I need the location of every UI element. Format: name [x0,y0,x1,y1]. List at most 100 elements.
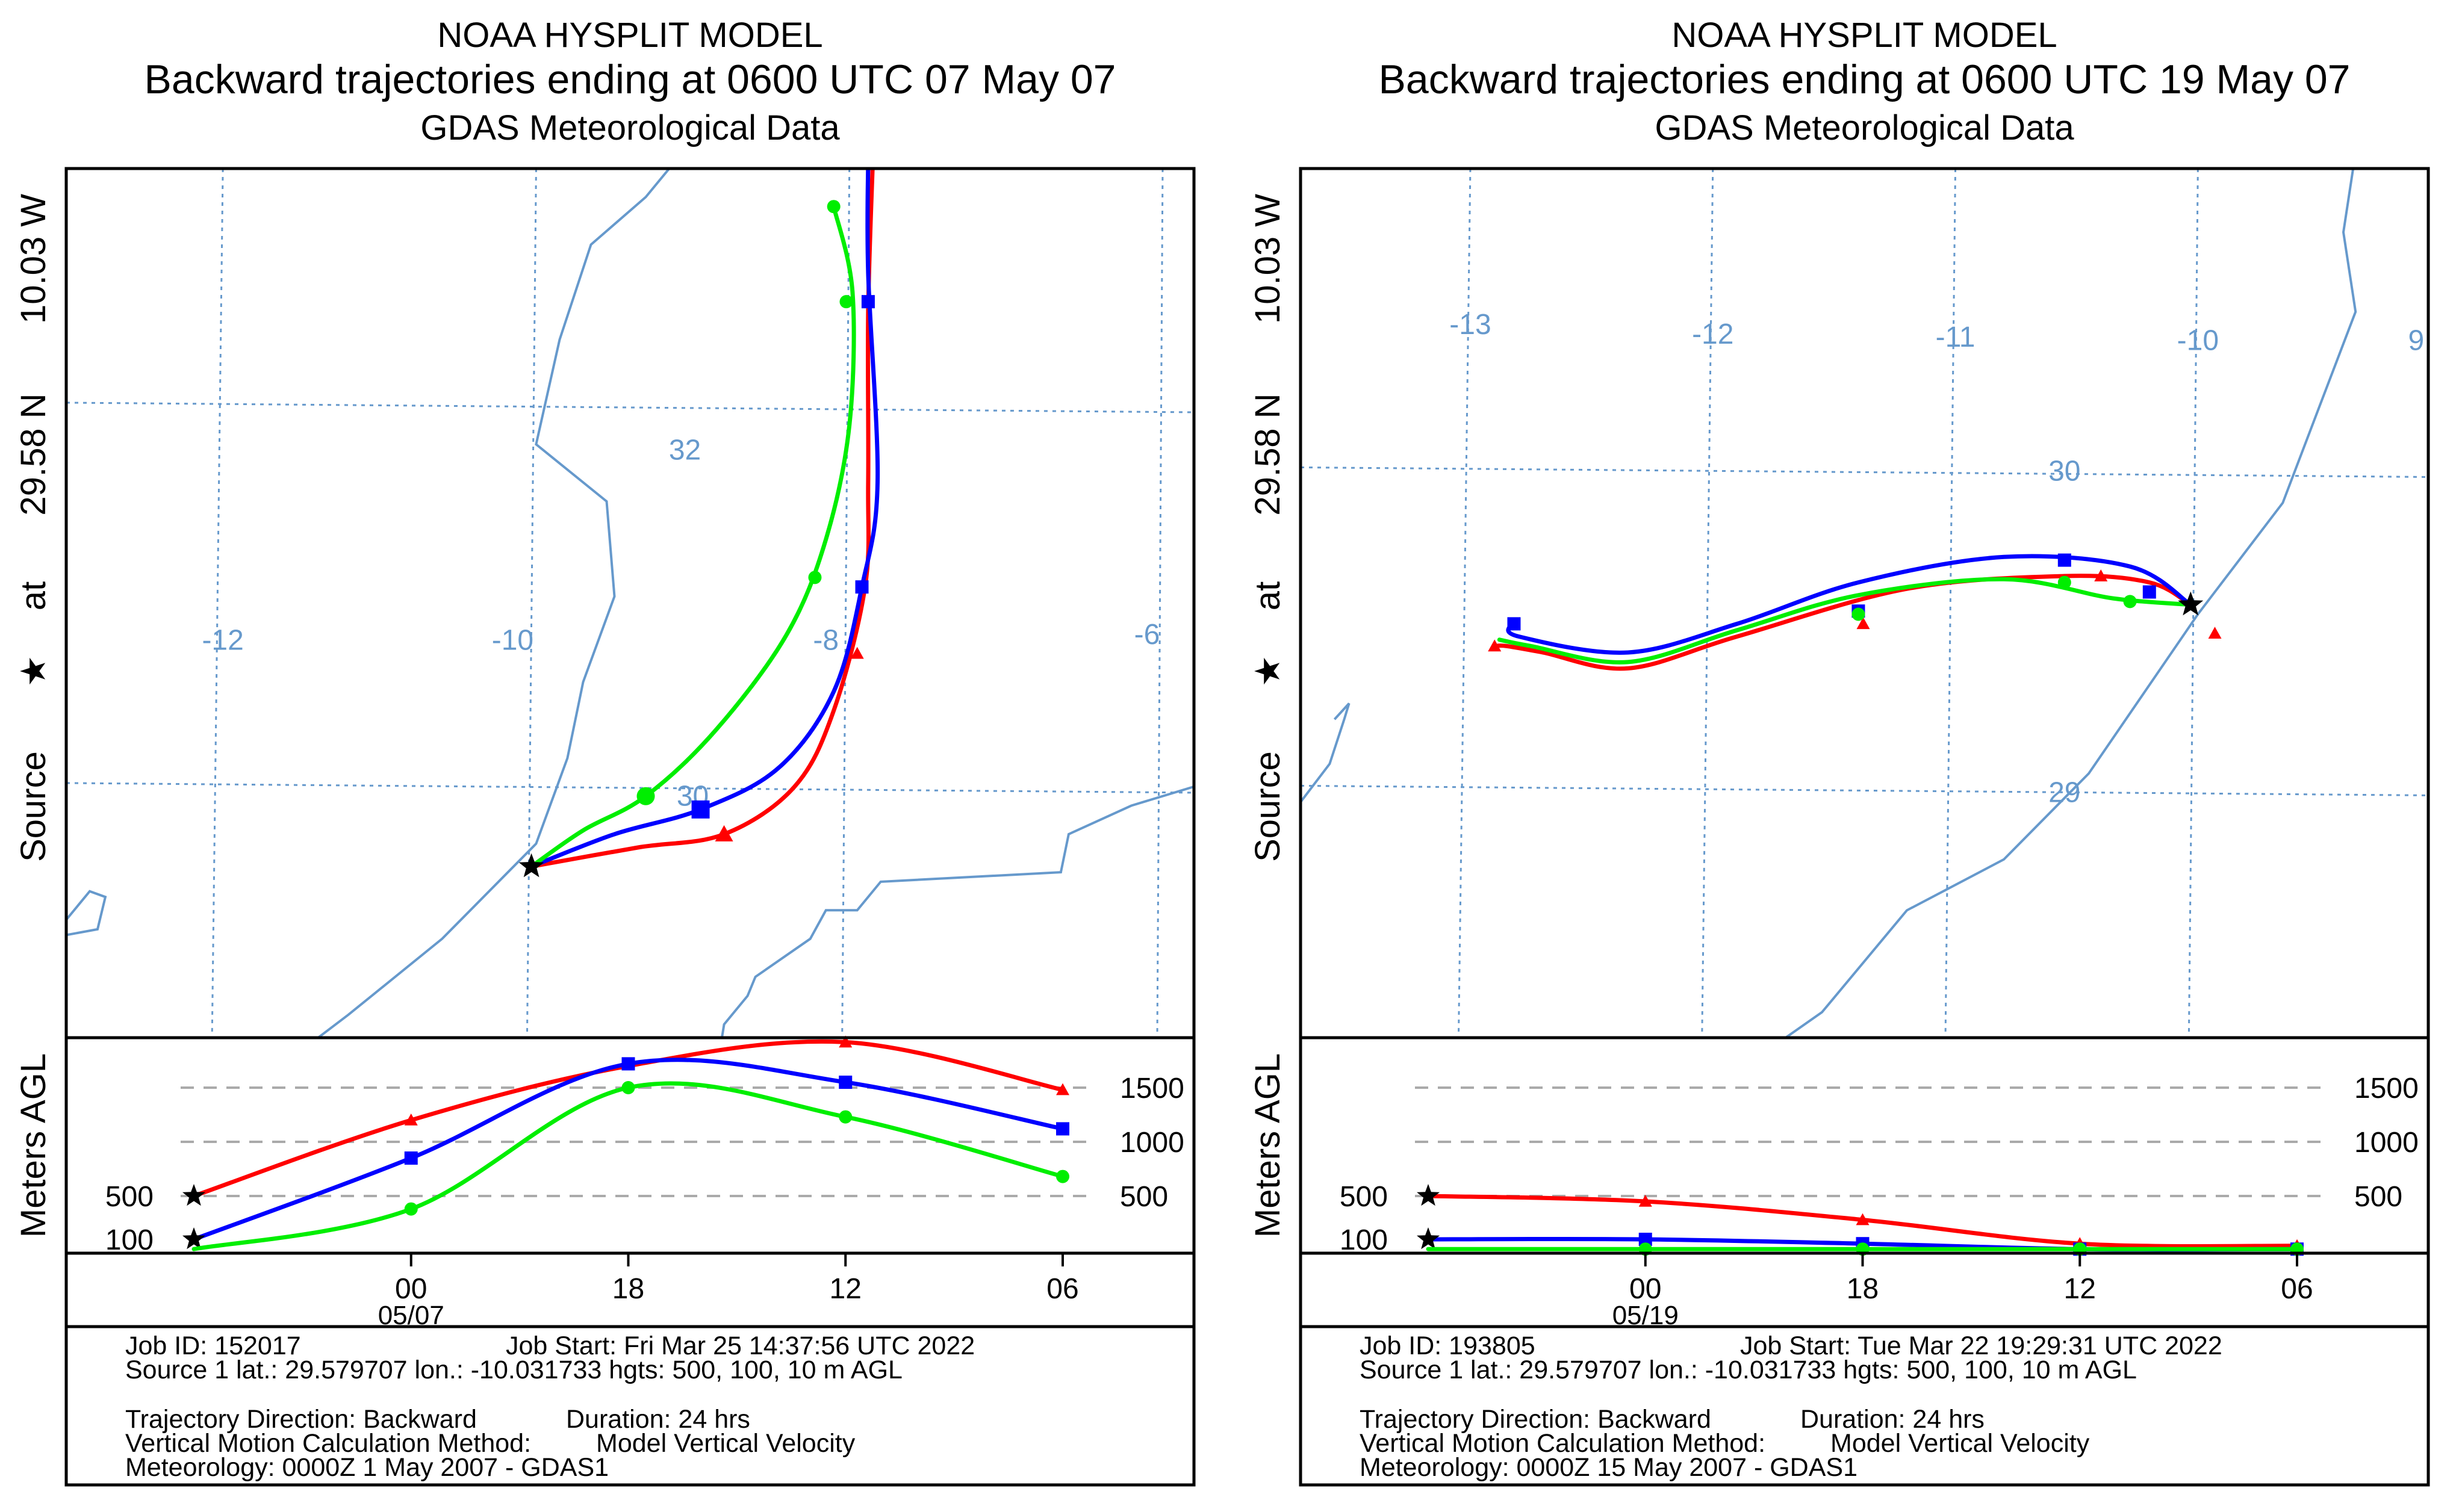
map-frame [1299,167,2430,1040]
trajectory-marker [2057,575,2071,589]
lon-tick-label: -10 [492,624,533,656]
altitude-tick-label-left: 100 [1340,1224,1388,1256]
side-source-label: Source ★ at 29.58 N 10.03 W [1248,194,1287,862]
source-label: Source [14,751,53,862]
altitude-axis-label: Meters AGL [1248,1053,1287,1238]
coastline [1301,702,1351,803]
trajectory-marker [691,800,710,819]
trajectory-line-3 [1497,577,2193,665]
duration: Duration: 24 hrs [1800,1405,1985,1434]
footer-info: Job ID: 152017 Job Start: Fri Mar 25 14:3… [64,1325,1196,1487]
time-tick-label: 18 [1847,1273,1879,1305]
trajectory-marker [2142,585,2156,599]
header-met-data: GDAS Meteorological Data [420,108,840,147]
time-tick-label: 12 [830,1273,862,1305]
lon-tick-label: -13 [1449,309,1491,341]
altitude-axis-title: Meters AGL [1248,1053,1287,1238]
trajectory-marker [850,646,864,659]
at-label: at [1248,581,1287,610]
altitude-tick-label-left: 500 [1340,1181,1388,1213]
altitude-marker [404,1114,418,1126]
trajectory-marker [2208,627,2222,639]
time-tick-label: 06 [1046,1273,1078,1305]
trajectory-marker [636,787,655,805]
header-model-name: NOAA HYSPLIT MODEL [1671,16,2057,55]
altitude-source-star [1417,1184,1440,1206]
vertical-motion-value: Model Vertical Velocity [1830,1429,2090,1458]
trajectory-marker [1851,607,1865,621]
altitude-marker [404,1202,418,1216]
lon-gridline [211,169,224,1038]
time-tick-label: 00 [395,1273,427,1305]
lon-tick-label: -10 [2177,324,2219,356]
trajectory-marker [2057,553,2071,567]
trajectory-marker [2094,569,2108,581]
lon-gridline [1156,169,1164,1038]
lon-tick-label: 9 [2408,324,2425,356]
source-label: Source [1248,751,1287,862]
lon-gridline [526,169,537,1038]
vertical-motion-method: Vertical Motion Calculation Method: [125,1429,531,1458]
altitude-marker [839,1110,853,1124]
source-star-marker [2178,591,2204,616]
trajectory-marker [2123,595,2137,609]
job-start: Job Start: Fri Mar 25 14:37:56 UTC 2022 [506,1331,975,1360]
trajectory-line-2 [529,169,880,869]
lat-gridline [1301,784,2428,796]
duration: Duration: 24 hrs [566,1405,750,1434]
lon-gridline [1701,169,1714,1038]
trajectory-line-1 [529,169,875,869]
altitude-marker [1638,1195,1652,1207]
lat-gridline [66,401,1194,414]
lat-label: 29.58 N [14,393,53,515]
side-source-label: Source ★ at 29.58 N 10.03 W [14,194,53,862]
trajectory-marker [855,580,869,594]
trajectory-marker [808,571,822,584]
at-label: at [14,581,53,610]
lat-tick-label: 29 [2048,777,2080,809]
source-star: ★ [1248,655,1287,687]
altitude-marker [1056,1170,1069,1183]
trajectory-marker [839,295,853,309]
time-tick-label: 06 [2281,1273,2313,1305]
trajectory-direction: Trajectory Direction: Backward [125,1405,477,1434]
lat-tick-label: 30 [2048,455,2080,487]
source-info: Source 1 lat.: 29.579707 lon.: -10.03173… [1360,1356,2137,1384]
altitude-marker [621,1057,635,1071]
altitude-tick-label-right: 1500 [2354,1073,2419,1105]
lon-label: 10.03 W [14,194,53,324]
trajectory-direction: Trajectory Direction: Backward [1360,1405,1711,1434]
altitude-marker [1856,1213,1870,1225]
altitude-source-star [1417,1227,1440,1250]
altitude-panel: 1500 1000 500 500 100 Meters AGL [1248,1036,2430,1256]
trajectory-marker [861,295,875,309]
vertical-motion-value: Model Vertical Velocity [596,1429,856,1458]
chart-title: Backward trajectories ending at 0600 UTC… [1379,57,2351,102]
footer-frame [64,1325,1196,1487]
coastline [316,169,671,1038]
altitude-marker [1056,1122,1069,1136]
lon-gridline [841,169,851,1038]
map-frame [64,167,1196,1040]
meteorology: Meteorology: 0000Z 1 May 2007 - GDAS1 [125,1453,609,1482]
lon-tick-label: -8 [813,624,839,656]
altitude-axis-label: Meters AGL [14,1053,53,1238]
coastline [720,785,1194,1038]
header-model-name: NOAA HYSPLIT MODEL [437,16,822,55]
altitude-tick-label-left: 500 [105,1181,154,1213]
job-id: Job ID: 193805 [1360,1331,1535,1360]
map-area: -13 -12 -11 -10 9 30 29 [1299,167,2430,1040]
lon-tick-label: -6 [1134,619,1160,651]
altitude-line-3 [191,1081,1065,1251]
time-tick-label: 12 [2064,1273,2096,1305]
footer-info: Job ID: 193805 Job Start: Tue Mar 22 19:2… [1299,1325,2430,1487]
altitude-panel: 1500 1000 500 500 100 Meters AGL [14,1035,1196,1256]
altitude-marker [839,1035,853,1048]
trajectory-marker [1507,617,1521,631]
footer-frame [1299,1325,2430,1487]
